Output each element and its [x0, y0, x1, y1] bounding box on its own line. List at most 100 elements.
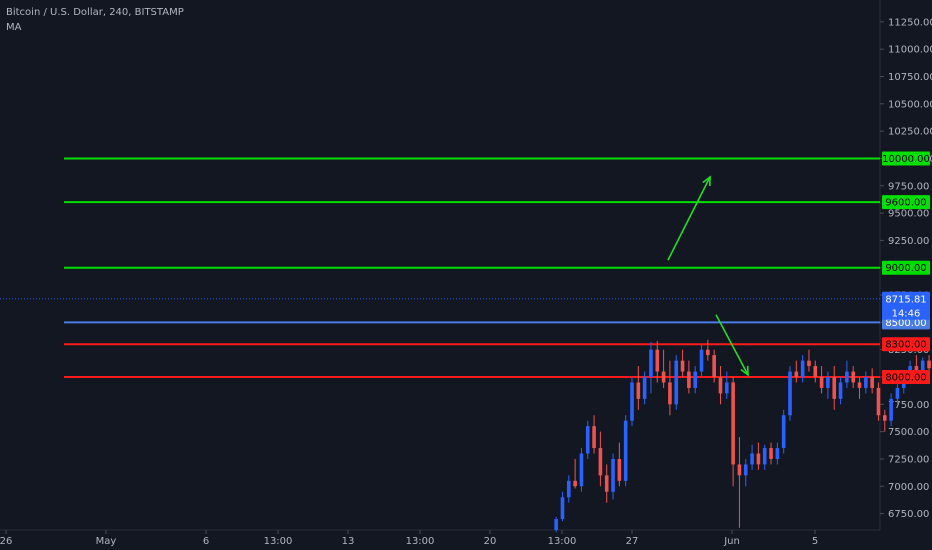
candle-body — [826, 377, 830, 388]
candle-body — [668, 382, 672, 405]
indicator-label: MA — [6, 22, 22, 33]
x-tick-label: 13:00 — [406, 536, 435, 547]
candle-body — [819, 377, 824, 388]
y-tick-label: 11250.00 — [888, 17, 932, 28]
candle-body — [889, 398, 893, 421]
candle-body — [693, 371, 697, 388]
candle-body — [883, 415, 887, 421]
current-price-label: 8715.81 — [885, 294, 926, 305]
trend-arrow-head — [740, 365, 749, 377]
candle-body — [813, 366, 818, 378]
x-tick-label: 13:00 — [548, 536, 577, 547]
candle-body — [661, 371, 666, 383]
candle-body — [674, 360, 679, 405]
candle-body — [623, 420, 628, 481]
candle-body — [769, 448, 773, 459]
chart-legend: Bitcoin / U.S. Dollar, 240, BITSTAMP MA — [6, 5, 184, 35]
candle-body — [914, 366, 919, 372]
x-tick-label: 5 — [812, 536, 818, 547]
level-price-label-bg — [882, 260, 930, 275]
candle-body — [630, 382, 634, 421]
candle-body — [927, 360, 931, 369]
candle-body — [655, 349, 660, 372]
candle-body — [636, 382, 641, 399]
candle-body — [895, 387, 900, 399]
y-tick-label: 7250.00 — [888, 454, 929, 465]
countdown-label: 14:46 — [892, 308, 921, 319]
candle-body — [737, 464, 742, 476]
candle-body — [712, 355, 716, 378]
candle-body — [687, 371, 691, 388]
x-tick-label: Jun — [723, 536, 740, 547]
trend-arrow-head — [702, 175, 711, 187]
candle-body — [706, 349, 710, 356]
candle-body — [807, 360, 811, 367]
level-price-label: 8500.00 — [885, 318, 926, 329]
level-price-label: 9600.00 — [885, 198, 926, 209]
level-price-label: 8000.00 — [885, 373, 926, 384]
candle-body — [870, 377, 874, 388]
y-tick-label: 7000.00 — [888, 482, 929, 493]
candle-body — [750, 453, 754, 465]
symbol-title: Bitcoin / U.S. Dollar, 240, BITSTAMP — [6, 7, 184, 18]
y-tick-label: 10500.00 — [888, 99, 932, 110]
y-tick-label: 6750.00 — [888, 509, 929, 520]
x-tick-label: 20 — [484, 536, 497, 547]
candle-body — [617, 458, 622, 481]
candle-body — [573, 480, 577, 487]
level-price-label-bg — [882, 151, 930, 166]
level-price-label: 10000.00 — [882, 154, 930, 165]
level-price-label-bg — [882, 370, 930, 385]
candle-body — [699, 349, 704, 372]
candle-body — [649, 349, 653, 378]
candle-body — [567, 480, 571, 498]
candle-body — [611, 458, 615, 492]
level-price-label-bg — [882, 337, 930, 352]
level-price-label-bg — [882, 195, 930, 210]
candle-body — [876, 387, 881, 416]
candle-body — [920, 360, 925, 372]
candle-body — [775, 448, 780, 459]
candle-body — [725, 382, 729, 394]
candle-body — [832, 377, 837, 399]
x-tick-label: 13 — [342, 536, 355, 547]
candle-body — [718, 377, 723, 394]
candle-body — [794, 371, 799, 378]
candle-body — [864, 377, 868, 388]
candle-body — [857, 382, 862, 388]
level-price-label: 8300.00 — [885, 340, 926, 351]
candle-body — [592, 426, 596, 449]
y-tick-label: 10750.00 — [888, 72, 932, 83]
candle-body — [579, 453, 584, 487]
y-tick-label: 11000.00 — [888, 45, 932, 56]
current-price-label-bg — [882, 291, 930, 320]
y-tick-label: 9250.00 — [888, 236, 929, 247]
y-tick-label: 7500.00 — [888, 427, 929, 438]
candle-body — [743, 464, 748, 476]
x-tick-label: 13:00 — [264, 536, 293, 547]
candle-body — [731, 382, 735, 465]
trend-arrow-shaft — [715, 314, 749, 376]
trend-arrow-shaft — [667, 176, 711, 261]
candle-body — [800, 360, 805, 378]
candle-body — [585, 426, 590, 454]
y-tick-label: 7750.00 — [888, 400, 929, 411]
x-tick-label: 26 — [0, 536, 12, 547]
y-tick-label: 9500.00 — [888, 209, 929, 220]
y-tick-label: 9750.00 — [888, 181, 929, 192]
candle-body — [851, 371, 855, 383]
candle-body — [554, 519, 558, 530]
candle-body — [781, 415, 786, 449]
candle-body — [762, 448, 767, 465]
candle-body — [598, 448, 603, 476]
candle-body — [680, 360, 685, 372]
candle-body — [560, 497, 565, 520]
y-tick-label: 10250.00 — [888, 127, 932, 138]
level-price-label: 9000.00 — [885, 263, 926, 274]
candle-body — [642, 377, 647, 399]
candle-body — [838, 382, 843, 399]
candle-body — [604, 475, 609, 492]
